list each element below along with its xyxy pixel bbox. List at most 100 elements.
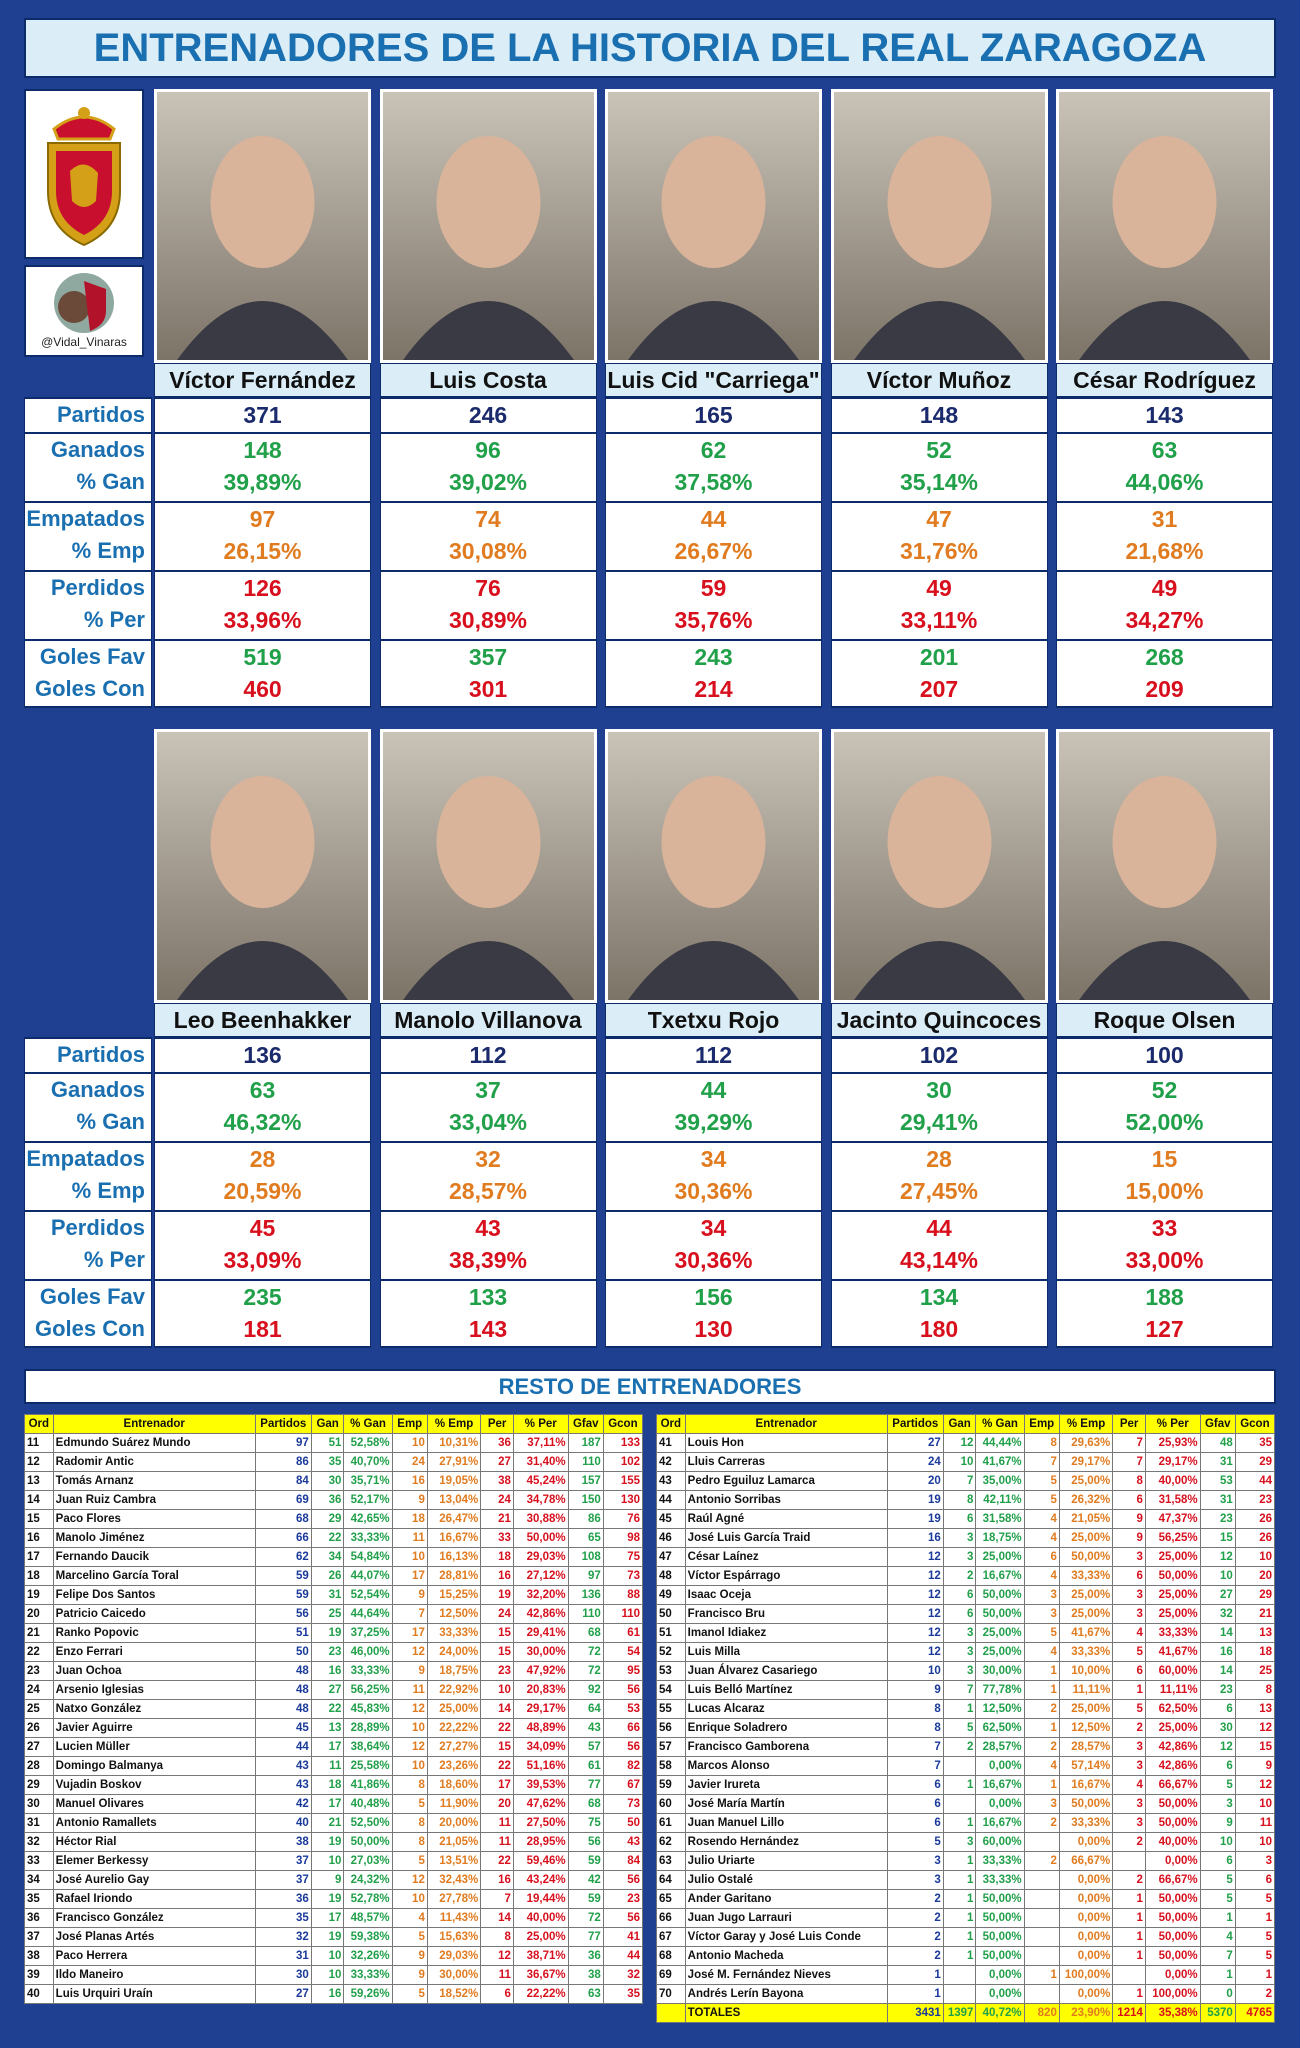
table-cell: 48 — [254, 1680, 312, 1700]
table-cell: 70 — [656, 1984, 686, 2004]
table-cell: 69 — [656, 1965, 686, 1985]
table-cell: 17 — [310, 1737, 345, 1757]
table-cell: 9 — [391, 1585, 428, 1605]
table-cell: 33 — [24, 1851, 54, 1871]
table-cell: 37 — [254, 1851, 312, 1871]
table-cell: 22,22% — [512, 1984, 569, 2004]
photo-placeholder — [177, 776, 348, 1000]
table-cell: 43,24% — [512, 1870, 569, 1890]
table-cell: 12 — [1234, 1718, 1276, 1738]
table-cell: 6 — [1112, 1490, 1146, 1510]
table-row: 21 Ranko Popovic 51 19 37,25% 17 33,33% 15 29,41… — [24, 1623, 644, 1643]
table-cell: 10 — [1234, 1547, 1276, 1567]
table-cell: 15 — [480, 1642, 514, 1662]
table-cell: 31,40% — [512, 1452, 569, 1472]
table-cell: 1 — [1234, 1908, 1276, 1928]
table-cell: Louis Hon — [684, 1433, 888, 1453]
table-cell: 0,00% — [1058, 1927, 1114, 1947]
table-cell: 9 — [391, 1661, 428, 1681]
table-cell: 1 — [942, 1851, 977, 1871]
table-cell: 28,89% — [343, 1718, 393, 1738]
column-header: Emp — [1023, 1414, 1060, 1434]
table-cell: 17 — [391, 1623, 428, 1643]
crest-icon — [47, 107, 121, 247]
stat-value: 143 — [379, 1313, 597, 1348]
table-cell: 29,03% — [426, 1946, 482, 1966]
table-cell: 31 — [24, 1813, 54, 1833]
table-cell: 1 — [886, 1965, 944, 1985]
table-cell — [1023, 1889, 1060, 1909]
stat-value: 188 — [1056, 1278, 1273, 1313]
totals-cell: 1397 — [942, 2003, 977, 2023]
table-cell: 25,00% — [1058, 1699, 1114, 1719]
table-cell: 52,78% — [343, 1889, 393, 1909]
coach-table: Ord Entrenador Partidos Gan% Gan Emp% Emp Per… — [24, 1414, 644, 2004]
table-cell: Javier Irureta — [684, 1775, 888, 1795]
table-cell: 68 — [567, 1794, 604, 1814]
table-row: 16 Manolo Jiménez 66 22 33,33% 11 16,67% 33 50,0… — [24, 1528, 644, 1548]
table-cell: 3 — [1112, 1794, 1146, 1814]
table-cell: 11,43% — [426, 1908, 482, 1928]
table-cell: 43 — [602, 1832, 644, 1852]
table-cell: 72 — [567, 1908, 604, 1928]
table-cell: 10 — [391, 1433, 428, 1453]
table-cell: 33 — [480, 1528, 514, 1548]
table-cell: 34,09% — [512, 1737, 569, 1757]
table-cell: 62 — [254, 1547, 312, 1567]
stat-value: 33,04% — [379, 1106, 597, 1141]
table-cell: 0,00% — [1058, 1870, 1114, 1890]
table-row: 35 Rafael Iriondo 36 19 52,78% 10 27,78% 7 19,44… — [24, 1889, 644, 1909]
table-row: 23 Juan Ochoa 48 16 33,33% 9 18,75% 23 47,92% 72 9… — [24, 1661, 644, 1681]
coach-name: Roque Olsen — [1056, 1003, 1273, 1037]
table-cell: 49 — [656, 1585, 686, 1605]
table-cell: José Luis García Traid — [684, 1528, 888, 1548]
table-cell: 9 — [1199, 1813, 1236, 1833]
stat-value: 34 — [605, 1209, 822, 1244]
table-cell: 3 — [1112, 1813, 1146, 1833]
table-cell: 47,92% — [512, 1661, 569, 1681]
table-cell: 82 — [602, 1756, 644, 1776]
table-cell: 22 — [480, 1718, 514, 1738]
stat-value: 28,57% — [379, 1175, 597, 1210]
table-cell: 31,58% — [1144, 1490, 1201, 1510]
table-cell: 50,00% — [1144, 1566, 1201, 1586]
table-cell: 75 — [567, 1813, 604, 1833]
stat-value: 134 — [830, 1278, 1048, 1313]
stat-value: 43 — [379, 1209, 597, 1244]
table-cell: 33,33% — [1058, 1566, 1114, 1586]
table-cell: 3 — [942, 1623, 977, 1643]
stat-value: 268 — [1056, 638, 1273, 673]
table-cell: 12,50% — [426, 1604, 482, 1624]
table-cell: 67 — [602, 1775, 644, 1795]
table-cell: 3 — [1112, 1585, 1146, 1605]
table-cell: Francisco González — [52, 1908, 256, 1928]
table-row: 34 José Aurelio Gay 37 9 24,32% 12 32,43% 16 43,… — [24, 1870, 644, 1890]
table-cell: 12 — [886, 1642, 944, 1662]
table-cell: 26 — [310, 1566, 345, 1586]
table-row: 38 Paco Herrera 31 10 32,26% 9 29,03% 12 38,71% 3… — [24, 1946, 644, 1966]
table-cell: 0,00% — [975, 1756, 1025, 1776]
table-cell: 43 — [254, 1775, 312, 1795]
table-cell: 23 — [1234, 1490, 1276, 1510]
table-row: 29 Vujadin Boskov 43 18 41,86% 8 18,60% 17 39,53… — [24, 1775, 644, 1795]
table-row: 63 Julio Uriarte 3 1 33,33% 2 66,67% 0,00% 6 3 — [656, 1851, 1276, 1871]
table-row: 46 José Luis García Traid 16 3 18,75% 4 25,00%… — [656, 1528, 1276, 1548]
stat-label: % Emp — [24, 1175, 152, 1210]
table-cell: 2 — [1023, 1813, 1060, 1833]
table-cell: 72 — [567, 1661, 604, 1681]
table-cell: 42 — [567, 1870, 604, 1890]
table-cell: 84 — [254, 1471, 312, 1491]
table-cell: 28,57% — [1058, 1737, 1114, 1757]
table-cell: 45,83% — [343, 1699, 393, 1719]
table-cell: 22 — [480, 1756, 514, 1776]
table-cell: 12,50% — [975, 1699, 1025, 1719]
table-cell: 25,00% — [1144, 1585, 1201, 1605]
column-header: Ord — [656, 1414, 686, 1434]
table-cell: 9 — [1234, 1756, 1276, 1776]
table-cell: 73 — [602, 1566, 644, 1586]
table-cell: 5 — [1234, 1927, 1276, 1947]
table-cell: 12 — [391, 1737, 428, 1757]
stat-value: 74 — [379, 500, 597, 535]
table-cell: 10 — [391, 1718, 428, 1738]
stat-value: 44 — [830, 1209, 1048, 1244]
